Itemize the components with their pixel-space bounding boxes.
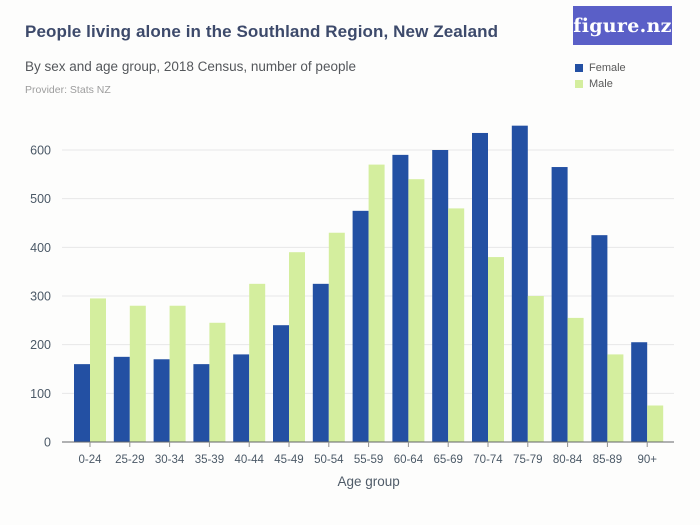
bar-male-60-64[interactable] [408, 179, 425, 442]
figure-nz-logo[interactable]: figure.nz [573, 6, 672, 45]
bar-female-70-74[interactable] [472, 132, 488, 442]
bar-female-75-79[interactable] [511, 125, 528, 443]
y-axis-tick-label: 300 [30, 290, 51, 304]
bar-female-55-59[interactable] [352, 210, 369, 442]
x-axis-title: Age group [337, 474, 399, 489]
x-axis-tick-label: 90+ [637, 454, 657, 466]
x-axis-tick-label: 75-79 [513, 454, 542, 466]
bar-female-30-34[interactable] [153, 359, 170, 442]
chart-legend: Female Male [575, 60, 626, 92]
bar-female-85-89[interactable] [591, 235, 608, 442]
bar-female-35-39[interactable] [193, 364, 210, 442]
legend-label-female: Female [589, 62, 626, 74]
x-axis-tick-label: 65-69 [433, 454, 462, 466]
bar-male-25-29[interactable] [129, 305, 146, 442]
bar-male-30-34[interactable] [169, 305, 186, 442]
y-axis-tick-label: 400 [30, 241, 51, 255]
bar-male-0-24[interactable] [90, 298, 106, 442]
bar-female-40-44[interactable] [233, 354, 250, 442]
x-axis-tick-label: 30-34 [155, 454, 185, 466]
bar-male-80-84[interactable] [567, 317, 584, 442]
y-axis-tick-label: 0 [44, 436, 51, 450]
y-axis-tick-label: 600 [30, 144, 51, 158]
bar-female-50-54[interactable] [312, 283, 329, 442]
bar-male-50-54[interactable] [328, 232, 345, 442]
bar-female-45-49[interactable] [273, 325, 289, 442]
bar-female-60-64[interactable] [392, 154, 409, 442]
male-color-swatch [575, 80, 583, 88]
provider-credit: Provider: Stats NZ [25, 84, 111, 96]
bar-male-65-69[interactable] [448, 208, 465, 442]
chart-subtitle: By sex and age group, 2018 Census, numbe… [25, 59, 356, 74]
x-axis-tick-label: 80-84 [553, 454, 583, 466]
bar-male-70-74[interactable] [488, 257, 504, 442]
bar-female-25-29[interactable] [113, 356, 130, 442]
bar-male-55-59[interactable] [368, 164, 385, 442]
x-axis-tick-label: 0-24 [78, 454, 102, 466]
y-axis-tick-label: 100 [30, 387, 51, 401]
bar-female-90+[interactable] [631, 342, 648, 442]
x-axis-tick-label: 85-89 [593, 454, 622, 466]
bar-male-35-39[interactable] [209, 322, 226, 442]
bar-female-65-69[interactable] [432, 150, 449, 442]
bar-female-0-24[interactable] [74, 364, 90, 442]
x-axis-tick-label: 45-49 [274, 454, 303, 466]
x-axis-tick-label: 60-64 [394, 454, 424, 466]
x-axis-tick-label: 70-74 [473, 454, 503, 466]
x-axis-tick-label: 25-29 [115, 454, 144, 466]
x-axis-tick-label: 55-59 [354, 454, 383, 466]
legend-item-male: Male [575, 76, 626, 92]
x-axis-tick-label: 50-54 [314, 454, 344, 466]
bar-male-85-89[interactable] [607, 354, 624, 442]
bar-female-80-84[interactable] [551, 167, 568, 443]
x-axis-tick-label: 40-44 [234, 454, 264, 466]
female-color-swatch [575, 64, 583, 72]
bar-male-90+[interactable] [647, 405, 664, 443]
legend-item-female: Female [575, 60, 626, 76]
figure-nz-logo-text: figure.nz [573, 14, 672, 37]
y-axis-tick-label: 200 [30, 338, 51, 352]
bar-male-45-49[interactable] [289, 252, 305, 442]
y-axis-tick-label: 500 [30, 192, 51, 206]
x-axis-tick-label: 35-39 [195, 454, 224, 466]
page-title: People living alone in the Southland Reg… [25, 22, 499, 41]
legend-label-male: Male [589, 78, 613, 90]
bar-male-40-44[interactable] [249, 283, 266, 442]
bar-male-75-79[interactable] [527, 296, 544, 442]
